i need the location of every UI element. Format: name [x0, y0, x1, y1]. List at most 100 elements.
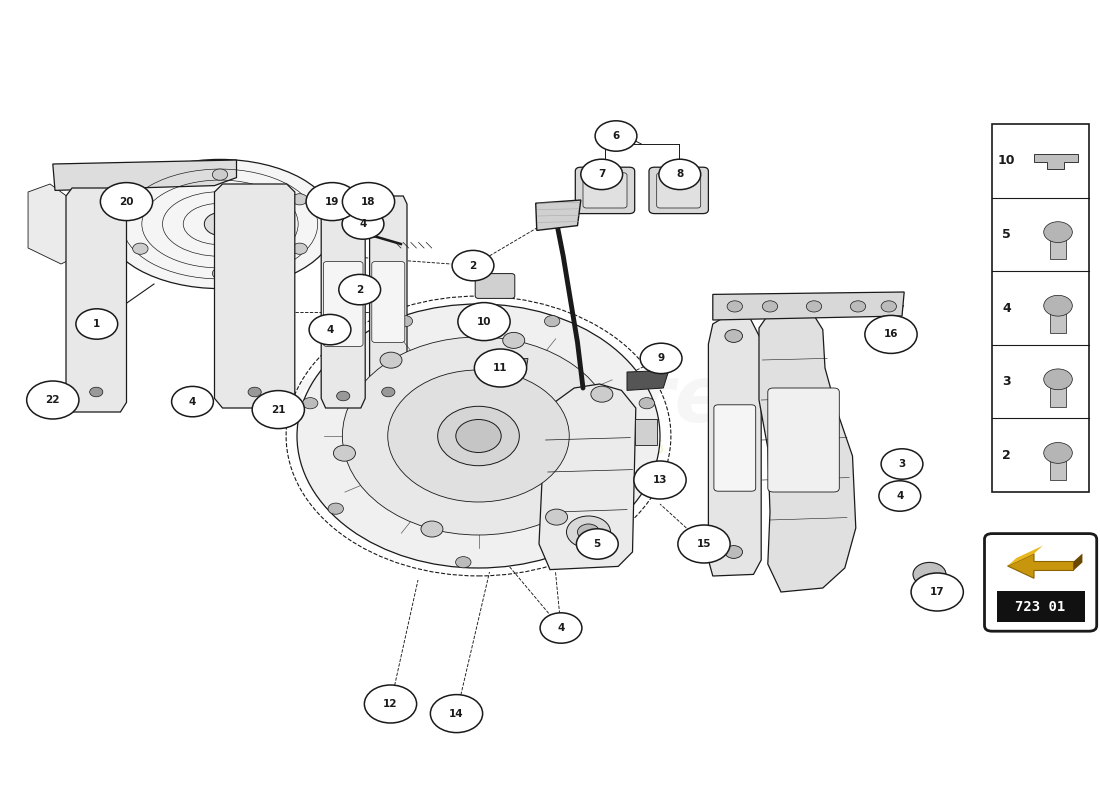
Text: 2: 2 [1002, 449, 1011, 462]
Circle shape [133, 243, 148, 254]
Circle shape [212, 169, 228, 180]
Text: 10: 10 [998, 154, 1015, 167]
Ellipse shape [387, 370, 570, 502]
Circle shape [252, 390, 305, 429]
Text: 5: 5 [594, 539, 601, 549]
Circle shape [566, 516, 610, 548]
Polygon shape [1008, 546, 1043, 566]
Ellipse shape [104, 159, 336, 289]
Circle shape [595, 121, 637, 151]
Ellipse shape [438, 406, 519, 466]
Ellipse shape [297, 304, 660, 568]
Polygon shape [713, 292, 904, 320]
Text: 11: 11 [493, 363, 508, 373]
Circle shape [540, 613, 582, 643]
Text: 1: 1 [94, 319, 100, 329]
Text: 22: 22 [45, 395, 60, 405]
Circle shape [26, 381, 79, 419]
Text: 5: 5 [1002, 228, 1011, 241]
Circle shape [913, 562, 946, 586]
Text: 9: 9 [658, 354, 664, 363]
Text: 14: 14 [449, 709, 464, 718]
FancyBboxPatch shape [1050, 308, 1066, 333]
Text: 2: 2 [470, 261, 476, 270]
Text: 4: 4 [1002, 302, 1011, 314]
Circle shape [865, 315, 917, 354]
Text: 4: 4 [327, 325, 333, 334]
Text: 4: 4 [189, 397, 196, 406]
Text: 7: 7 [598, 170, 605, 179]
FancyBboxPatch shape [1050, 455, 1066, 480]
Text: 17: 17 [930, 587, 945, 597]
Circle shape [379, 352, 401, 368]
Circle shape [727, 301, 742, 312]
Polygon shape [66, 188, 126, 412]
Circle shape [474, 349, 527, 387]
Circle shape [506, 363, 517, 371]
Text: 20: 20 [119, 197, 134, 206]
Circle shape [306, 182, 359, 221]
Polygon shape [1008, 554, 1074, 578]
Circle shape [364, 685, 417, 723]
FancyBboxPatch shape [768, 388, 839, 492]
Text: 723 01: 723 01 [1015, 600, 1066, 614]
Polygon shape [1034, 154, 1078, 169]
Circle shape [639, 398, 654, 409]
Circle shape [455, 557, 471, 568]
Circle shape [458, 302, 510, 341]
Circle shape [382, 387, 395, 397]
FancyBboxPatch shape [997, 591, 1085, 622]
FancyBboxPatch shape [372, 262, 405, 342]
Polygon shape [53, 160, 236, 190]
Text: 4: 4 [896, 491, 903, 501]
FancyBboxPatch shape [1050, 234, 1066, 259]
Circle shape [212, 268, 228, 279]
Polygon shape [759, 306, 856, 592]
Circle shape [421, 521, 443, 537]
Circle shape [328, 503, 343, 514]
Polygon shape [28, 184, 95, 264]
Circle shape [850, 301, 866, 312]
FancyBboxPatch shape [635, 419, 657, 445]
Circle shape [172, 386, 213, 417]
Text: a passion for parts since 1985: a passion for parts since 1985 [370, 438, 664, 458]
FancyBboxPatch shape [992, 124, 1089, 492]
Text: 3: 3 [1002, 375, 1011, 388]
Polygon shape [536, 200, 581, 230]
Circle shape [292, 194, 307, 205]
Circle shape [725, 546, 742, 558]
Text: 4: 4 [558, 623, 564, 633]
Circle shape [581, 159, 623, 190]
Text: 19: 19 [324, 197, 340, 206]
FancyBboxPatch shape [657, 173, 701, 208]
Text: 12: 12 [383, 699, 398, 709]
Circle shape [337, 391, 350, 401]
Circle shape [578, 524, 600, 540]
Text: 21: 21 [271, 405, 286, 414]
Circle shape [503, 332, 525, 348]
Polygon shape [539, 384, 636, 570]
Circle shape [1044, 442, 1072, 463]
Circle shape [762, 301, 778, 312]
FancyBboxPatch shape [575, 167, 635, 214]
Circle shape [342, 209, 384, 239]
Text: 4: 4 [360, 219, 366, 229]
Text: 6: 6 [613, 131, 619, 141]
FancyBboxPatch shape [583, 173, 627, 208]
Ellipse shape [455, 419, 502, 453]
Ellipse shape [342, 337, 615, 535]
Circle shape [634, 461, 686, 499]
Circle shape [911, 573, 964, 611]
FancyBboxPatch shape [649, 167, 708, 214]
Circle shape [302, 398, 318, 409]
Circle shape [100, 182, 153, 221]
Circle shape [1044, 369, 1072, 390]
Circle shape [333, 445, 355, 461]
Circle shape [640, 343, 682, 374]
Circle shape [725, 330, 742, 342]
Circle shape [292, 243, 307, 254]
Circle shape [881, 449, 923, 479]
FancyBboxPatch shape [475, 274, 515, 298]
Polygon shape [1074, 554, 1082, 570]
Circle shape [452, 250, 494, 281]
